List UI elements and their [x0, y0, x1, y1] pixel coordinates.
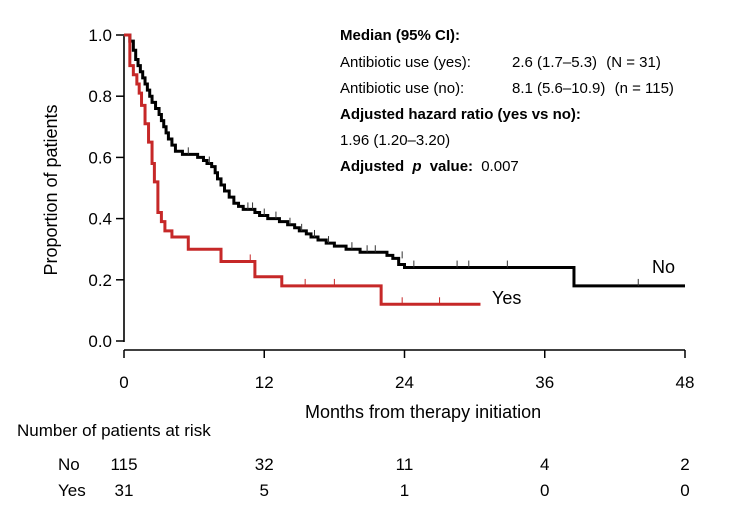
y-ticks: 0.0 0.2 0.4 0.6 0.8 1.0 — [88, 26, 124, 351]
km-curve-yes — [124, 33, 481, 306]
risk-count: 11 — [396, 455, 414, 474]
y-tick-label: 0.2 — [88, 271, 112, 290]
median-no-label: Antibiotic use (no): — [340, 80, 464, 97]
median-no-n: (n = 115) — [615, 80, 674, 97]
p-prefix: Adjusted — [340, 158, 404, 175]
median-yes-n: (N = 31) — [606, 54, 661, 71]
median-yes-line: Antibiotic use (yes): 2.6 (1.7–5.3) (N =… — [340, 54, 661, 71]
risk-count: 115 — [110, 455, 137, 474]
risk-count: 0 — [540, 481, 549, 500]
x-tick-label: 12 — [255, 373, 274, 392]
p-value: 0.007 — [481, 158, 519, 175]
y-tick-label: 0.0 — [88, 332, 112, 351]
risk-count: 2 — [680, 455, 689, 474]
p-line: Adjusted p value: 0.007 — [340, 158, 519, 175]
risk-row-yes: 31 5 1 0 0 — [115, 481, 690, 500]
y-tick-label: 0.6 — [88, 148, 112, 167]
risk-count: 32 — [255, 455, 274, 474]
risk-count: 0 — [680, 481, 689, 500]
hr-heading: Adjusted hazard ratio (yes vs no): — [340, 106, 581, 123]
median-no-value: 8.1 (5.6–10.9) — [512, 80, 605, 97]
annotation-block: Median (95% CI): Antibiotic use (yes): 2… — [340, 27, 674, 175]
y-axis-title: Proportion of patients — [41, 104, 61, 275]
x-ticks: 0 12 24 36 48 — [119, 350, 694, 392]
risk-row-no: 115 32 11 4 2 — [110, 455, 689, 474]
risk-count: 4 — [540, 455, 549, 474]
curves — [124, 33, 685, 306]
median-yes-label: Antibiotic use (yes): — [340, 54, 471, 71]
p-symbol: p — [411, 158, 421, 175]
risk-count: 1 — [400, 481, 409, 500]
y-tick-label: 1.0 — [88, 26, 112, 45]
series-label-yes: Yes — [492, 288, 521, 308]
risk-count: 31 — [115, 481, 134, 500]
hr-value: 1.96 (1.20–3.20) — [340, 132, 450, 149]
p-suffix: value: — [430, 158, 473, 175]
km-curve-no — [124, 33, 685, 288]
median-yes-value: 2.6 (1.7–5.3) — [512, 54, 597, 71]
risk-row-label-yes: Yes — [58, 481, 86, 500]
y-tick-label: 0.8 — [88, 87, 112, 106]
x-tick-label: 36 — [535, 373, 554, 392]
median-heading: Median (95% CI): — [340, 27, 460, 44]
x-tick-label: 48 — [676, 373, 695, 392]
risk-table: Number of patients at risk No Yes 115 32 1… — [17, 421, 690, 500]
x-axis-title: Months from therapy initiation — [305, 402, 541, 422]
series-label-no: No — [652, 257, 675, 277]
x-tick-label: 0 — [119, 373, 128, 392]
risk-table-title: Number of patients at risk — [17, 421, 211, 440]
risk-row-label-no: No — [58, 455, 80, 474]
x-tick-label: 24 — [395, 373, 414, 392]
y-tick-label: 0.4 — [88, 210, 112, 229]
risk-count: 5 — [260, 481, 269, 500]
median-no-line: Antibiotic use (no): 8.1 (5.6–10.9) (n =… — [340, 80, 674, 97]
